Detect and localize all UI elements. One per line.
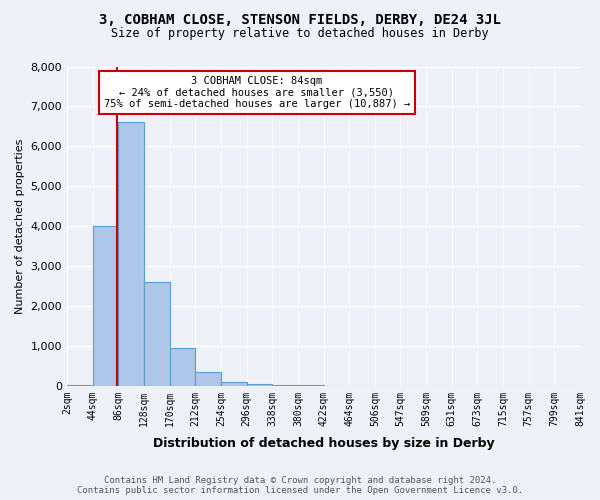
Y-axis label: Number of detached properties: Number of detached properties — [15, 138, 25, 314]
Bar — [272, 385, 298, 386]
Bar — [247, 384, 272, 386]
Bar — [67, 385, 92, 386]
Bar — [221, 382, 247, 386]
Bar — [92, 226, 118, 386]
Text: Contains HM Land Registry data © Crown copyright and database right 2024.
Contai: Contains HM Land Registry data © Crown c… — [77, 476, 523, 495]
X-axis label: Distribution of detached houses by size in Derby: Distribution of detached houses by size … — [153, 437, 494, 450]
Bar — [118, 122, 144, 386]
Bar — [170, 348, 195, 386]
Bar — [195, 372, 221, 386]
Bar — [144, 282, 170, 386]
Text: Size of property relative to detached houses in Derby: Size of property relative to detached ho… — [111, 28, 489, 40]
Text: 3 COBHAM CLOSE: 84sqm
← 24% of detached houses are smaller (3,550)
75% of semi-d: 3 COBHAM CLOSE: 84sqm ← 24% of detached … — [104, 76, 410, 110]
Text: 3, COBHAM CLOSE, STENSON FIELDS, DERBY, DE24 3JL: 3, COBHAM CLOSE, STENSON FIELDS, DERBY, … — [99, 12, 501, 26]
